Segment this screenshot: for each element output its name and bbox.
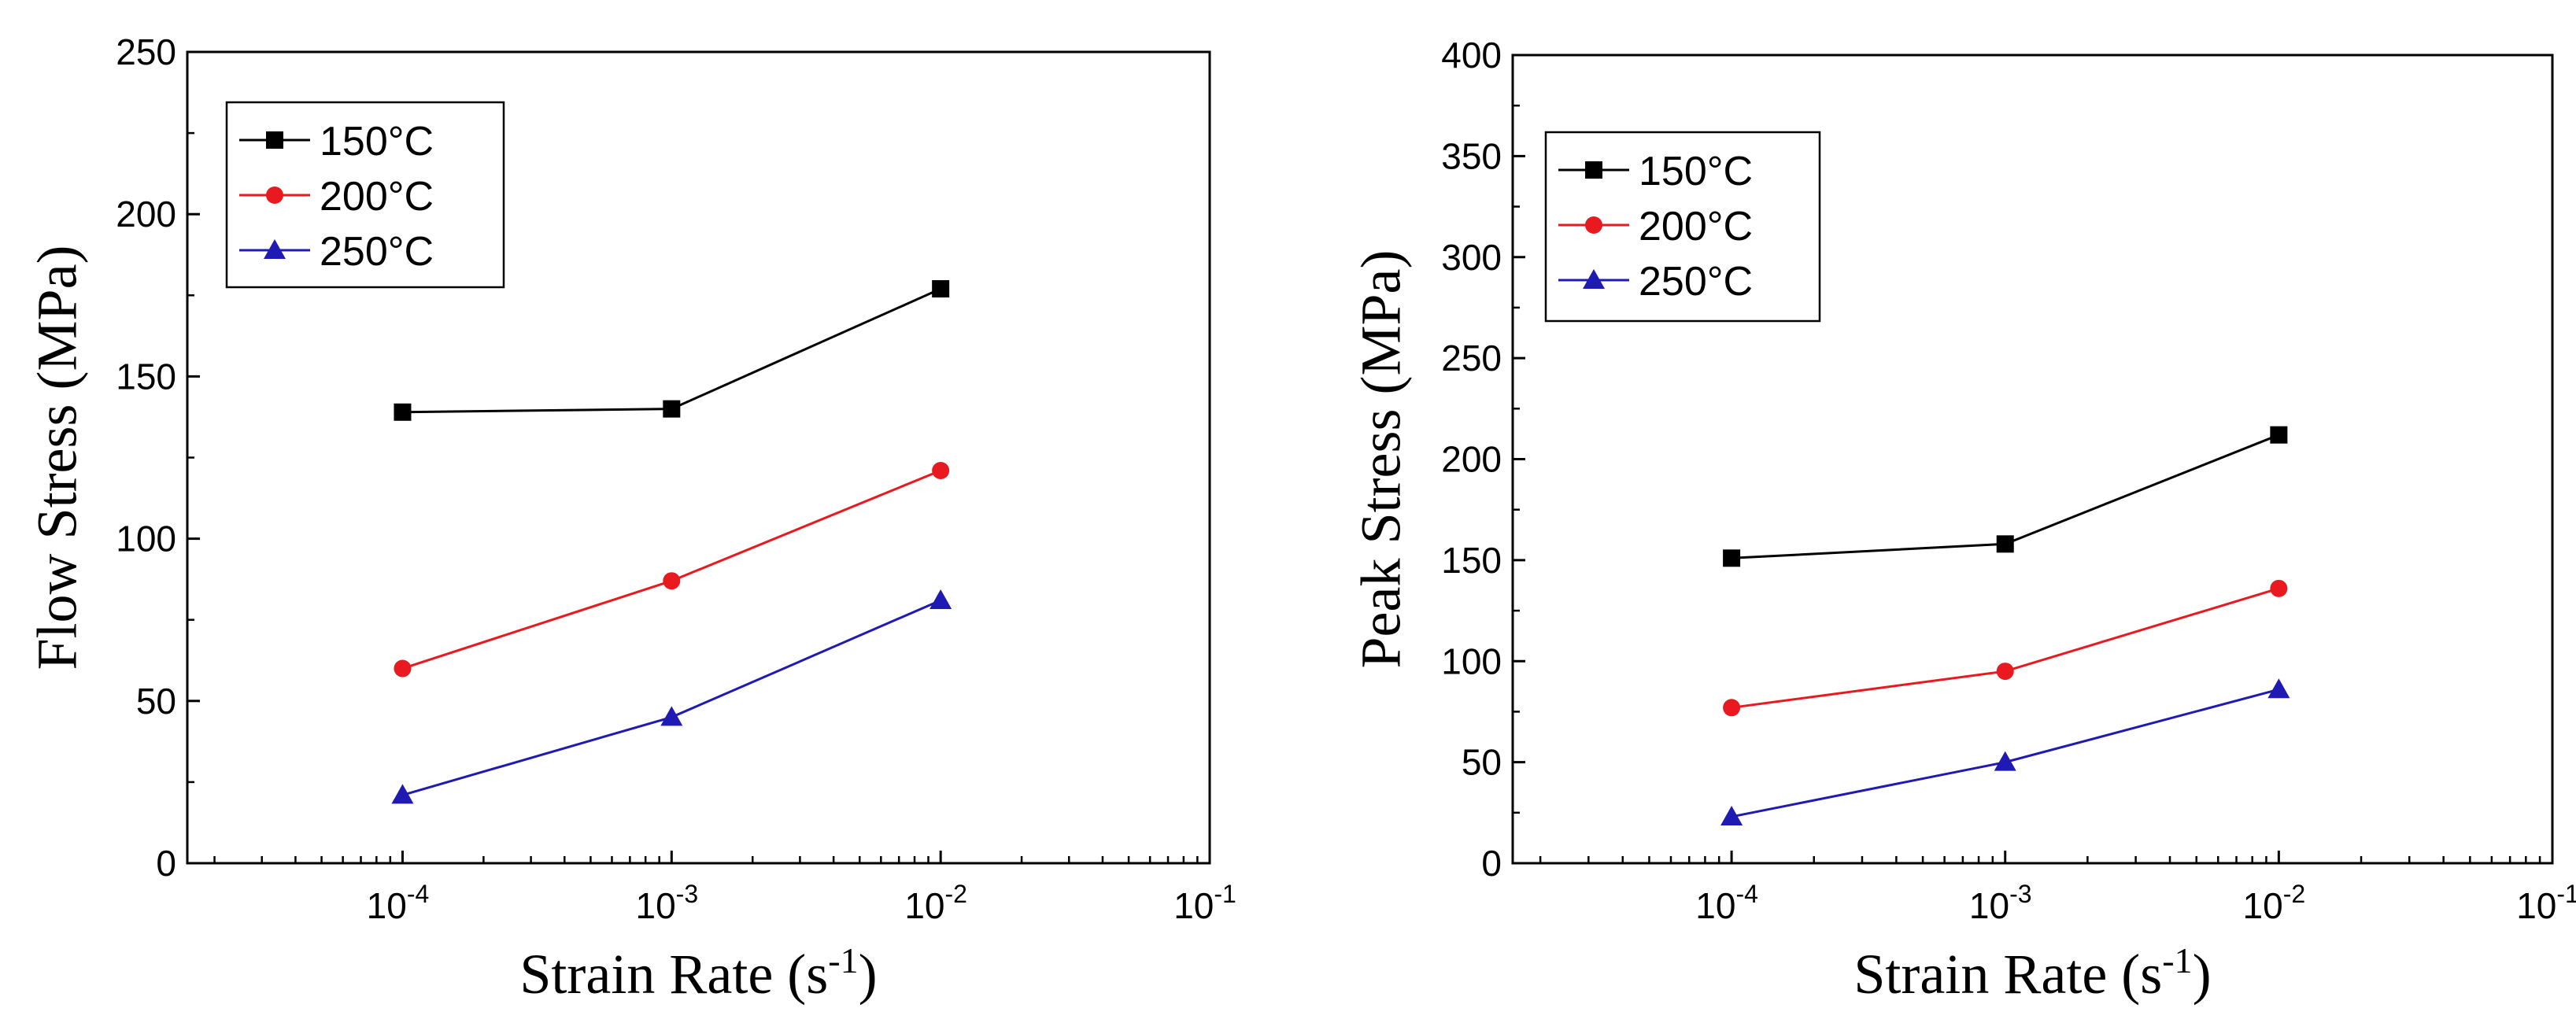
data-point: [1996, 663, 2014, 681]
y-tick-label: 300: [1441, 237, 1502, 278]
x-tick-label: 10-1: [1173, 880, 1236, 926]
y-tick-label: 250: [116, 31, 176, 72]
y-tick-label: 250: [1441, 338, 1502, 378]
legend-label: 250°C: [320, 229, 434, 275]
x-tick-label: 10-3: [636, 880, 699, 926]
legend-label: 200°C: [320, 174, 434, 220]
x-tick-label: 10-2: [2243, 880, 2306, 926]
y-tick-label: 350: [1441, 135, 1502, 176]
data-point: [660, 706, 683, 726]
series-150°C: [394, 280, 950, 421]
series-200°C: [1723, 579, 2288, 717]
series-line: [1731, 587, 2279, 709]
y-tick-label: 0: [156, 843, 176, 884]
chart-1: 0 50 100 150 200 250 10-4 10-3 10-2 10-1 150°C 200°…: [26, 31, 1236, 1006]
legend: 150°C 200°C 250°C: [225, 101, 505, 289]
series-250°C: [391, 589, 952, 804]
x-tick-label: 10-3: [1969, 880, 2032, 926]
legend-label: 250°C: [1639, 259, 1753, 305]
x-tick-label: 10-4: [367, 880, 430, 926]
data-point: [2270, 579, 2288, 597]
y-tick-label: 100: [1441, 641, 1502, 681]
data-point: [1723, 549, 1741, 567]
data-point: [930, 589, 952, 609]
legend-marker: [266, 186, 283, 204]
x-tick-label: 10-4: [1695, 880, 1758, 926]
data-point: [1996, 535, 2014, 553]
legend-marker: [264, 239, 286, 259]
y-tick-label: 50: [1462, 742, 1502, 783]
y-axis-title: Peak Stress (MPa): [1350, 250, 1413, 669]
y-tick-label: 200: [116, 194, 176, 234]
x-axis-title: Strain Rate (s-1): [519, 940, 877, 1006]
legend-marker: [1585, 216, 1602, 234]
data-point: [391, 784, 414, 804]
data-point: [1720, 805, 1743, 825]
data-point: [2267, 678, 2290, 699]
y-tick-label: 50: [136, 681, 176, 722]
chart-2: 0 50 100 150 200 250 300 350 400 10-4 10-3 10-2 10-1…: [1350, 35, 2576, 1006]
legend-label: 200°C: [1639, 204, 1753, 249]
series-200°C: [394, 461, 950, 677]
data-point: [663, 400, 681, 418]
y-tick-label: 200: [1441, 439, 1502, 480]
series-250°C: [1720, 678, 2290, 825]
y-tick-label: 400: [1441, 35, 1502, 76]
y-tick-label: 100: [116, 519, 176, 559]
data-point: [1723, 699, 1741, 717]
y-tick-label: 0: [1481, 843, 1502, 884]
legend-marker: [266, 131, 283, 149]
series-150°C: [1723, 426, 2288, 567]
x-tick-label: 10-1: [2516, 880, 2576, 926]
legend-label: 150°C: [1639, 149, 1753, 194]
x-tick-label: 10-2: [904, 880, 967, 926]
series-line: [402, 599, 941, 796]
data-point: [394, 659, 412, 677]
data-point: [2270, 426, 2288, 444]
data-point: [932, 461, 950, 479]
legend: 150°C 200°C 250°C: [1544, 131, 1821, 323]
data-point: [932, 280, 950, 298]
legend-label: 150°C: [320, 119, 434, 164]
y-tick-label: 150: [1441, 540, 1502, 581]
legend-marker: [1583, 269, 1605, 289]
y-tick-label: 150: [116, 356, 176, 397]
x-axis-title: Strain Rate (s-1): [1853, 940, 2211, 1006]
data-point: [394, 403, 412, 421]
y-axis-title: Flow Stress (MPa): [26, 245, 89, 670]
data-point: [663, 572, 681, 590]
data-point: [1994, 751, 2016, 771]
series-line: [402, 287, 941, 414]
series-line: [402, 469, 941, 670]
legend-marker: [1585, 161, 1602, 179]
